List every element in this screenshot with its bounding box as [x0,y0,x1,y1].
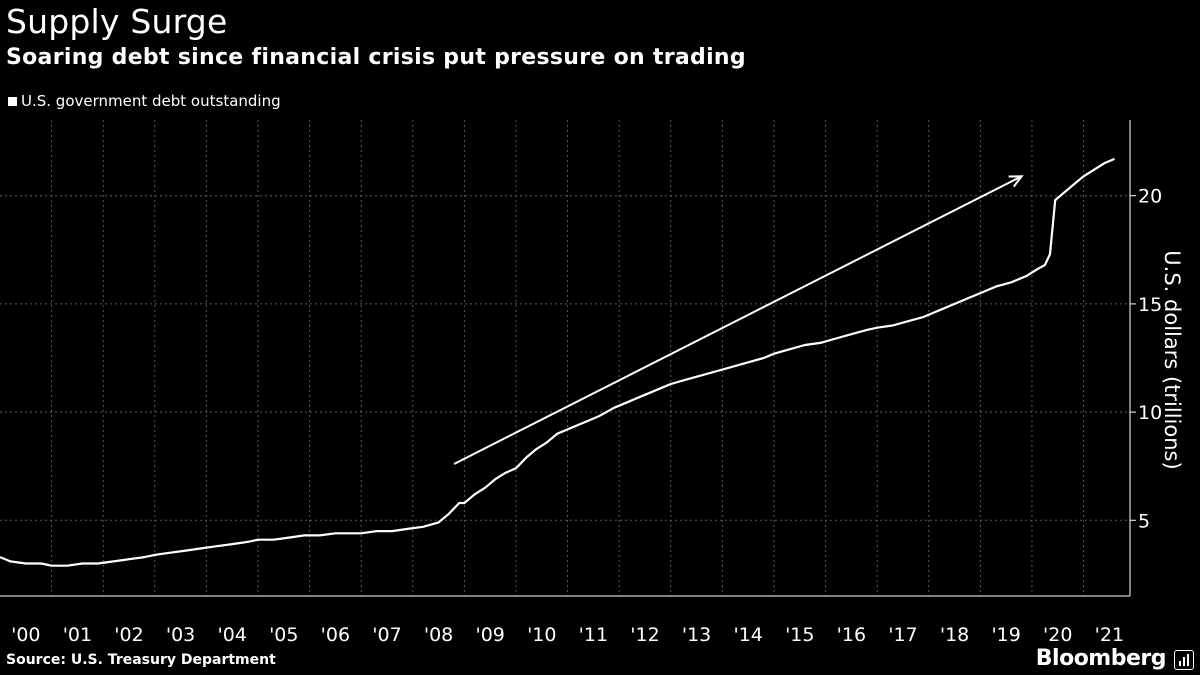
series-layer [0,157,1115,567]
chart-subtitle: Soaring debt since financial crisis put … [6,45,746,70]
x-tick-label: '08 [424,624,453,646]
x-tick-label: '16 [837,624,866,646]
x-tick-label: '09 [475,624,504,646]
y-tick-labels: 5 10 15 20 [1138,186,1162,533]
y-tick-label: 20 [1138,186,1162,208]
x-tick-label: '07 [372,624,401,646]
x-tick-label: '18 [940,624,969,646]
x-tick-label: '19 [991,624,1020,646]
y-axis-label: U.S. dollars (trillions) [1160,250,1184,470]
x-tick-label: '04 [217,624,246,646]
legend: U.S. government debt outstanding [8,92,281,110]
x-tick-label: '03 [166,624,195,646]
legend-label: U.S. government debt outstanding [21,92,281,110]
trend-arrow-head [1008,175,1024,188]
x-tick-label: '13 [682,624,711,646]
x-tick-label: '00 [11,624,40,646]
source-note: Source: U.S. Treasury Department [6,652,276,668]
x-tick-label: '05 [269,624,298,646]
y-tick-label: 15 [1138,294,1162,316]
y-tick-label: 10 [1138,402,1162,424]
series-line [0,157,1115,567]
x-tick-label: '17 [888,624,917,646]
legend-swatch [8,96,17,106]
x-tick-labels: '00 '01 '02 '03 '04 '05 '06 '07 '08 '09 '10 '11 '12 '… [11,624,1124,646]
y-tick-label: 5 [1138,510,1150,532]
annotation-layer [453,175,1024,465]
bloomberg-terminal-icon [1174,650,1194,670]
x-tick-label: '12 [630,624,659,646]
x-tick-label: '20 [1043,624,1072,646]
x-tick-label: '10 [527,624,556,646]
chart-title: Supply Surge [6,2,228,41]
x-tick-label: '01 [63,624,92,646]
x-tick-label: '02 [114,624,143,646]
bloomberg-logo: Bloomberg [1035,646,1167,671]
x-tick-label: '11 [579,624,608,646]
x-tick-label: '14 [733,624,762,646]
trend-arrow-line [453,175,1023,465]
axes [0,120,1136,597]
x-tick-label: '15 [785,624,814,646]
x-tick-label: '06 [321,624,350,646]
x-tick-label: '21 [1095,624,1124,646]
gridlines [0,120,1130,596]
